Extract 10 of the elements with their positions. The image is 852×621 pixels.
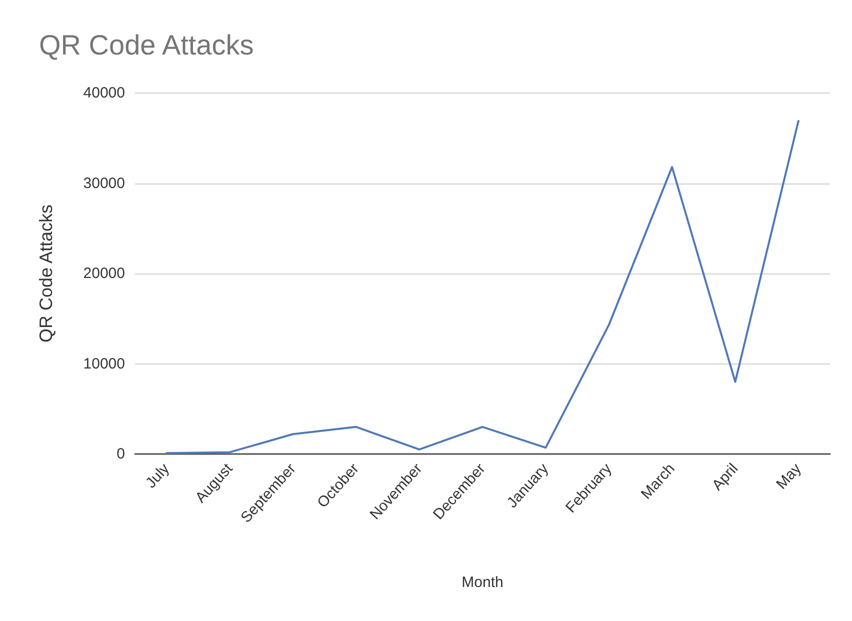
x-axis-title: Month: [462, 574, 504, 591]
y-axis-title: QR Code Attacks: [36, 204, 56, 343]
y-tick-label: 10000: [83, 355, 125, 372]
chart-title: QR Code Attacks: [39, 30, 254, 60]
y-tick-label: 30000: [83, 174, 125, 192]
y-tick-label: 40000: [83, 84, 125, 102]
line-series: [166, 120, 800, 454]
y-tick-label: 20000: [83, 265, 125, 282]
x-tick-label: July: [142, 460, 174, 492]
y-tick-label: 0: [116, 446, 125, 462]
